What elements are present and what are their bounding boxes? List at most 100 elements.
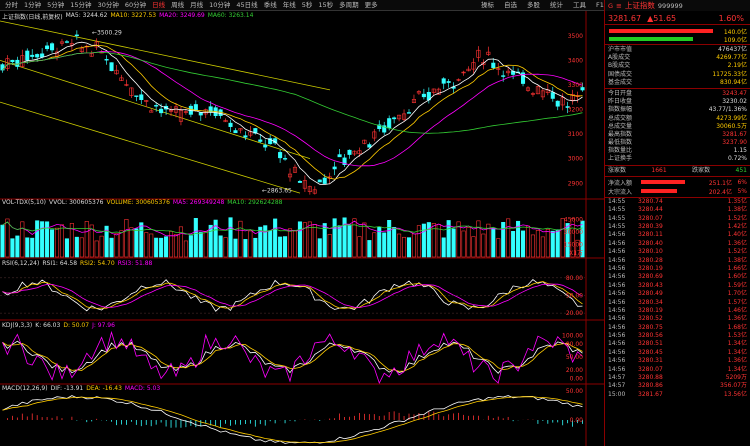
flow-label: 大宗流入 [608,188,633,196]
period-tab[interactable]: 10分钟 [209,1,231,9]
volume-bar [183,240,188,258]
candle-body [560,97,565,106]
volume-bar [263,225,268,258]
stat-label: 指数量比 [608,147,633,155]
tick-row[interactable]: 14:56 3280.07 1.34亿 [605,366,750,374]
candle-body [307,186,312,192]
period-tab[interactable]: 季线 [263,1,277,9]
tick-row[interactable]: 14:57 3280.86 356.07万 [605,382,750,390]
tick-row[interactable]: 14:56 3280.45 1.34亿 [605,349,750,357]
candle-body [89,53,94,57]
up-count-label: 涨家数 [608,166,627,174]
period-tab[interactable]: 日线 [152,1,166,9]
tick-time: 14:56 [608,340,626,348]
period-tab[interactable]: 5秒 [301,1,313,9]
period-tab[interactable]: 多周期 [339,1,359,9]
volume-bar [382,232,387,258]
tick-row[interactable]: 14:55 3280.74 1.35亿 [605,198,750,206]
candle-body [25,50,30,61]
breadth-row: 涨家数 1661 跌家数 451 [605,166,750,177]
candle-body [283,158,288,160]
period-tab[interactable]: 分时 [5,1,18,9]
volume-bar [50,229,55,258]
period-tab[interactable]: 5分钟 [47,1,65,9]
tick-row[interactable]: 14:56 3280.69 1.60亿 [605,273,750,281]
tick-row[interactable]: 14:56 3280.10 1.52亿 [605,248,750,256]
ma20-line [2,50,583,167]
tool-item[interactable]: 工具 [573,1,586,9]
tick-row[interactable]: 14:55 3280.44 1.38亿 [605,206,750,214]
macd-legend: MACD(12,26,9) DIF: -13.91 DEA: -16.43 MA… [2,385,160,392]
tick-row[interactable]: 15:00 3281.67 13.56亿 [605,391,750,399]
rsi-axis-label: 20.00 [566,310,583,317]
candle-body [402,113,407,120]
volume-bar [446,220,451,258]
candle-body [456,79,461,81]
tick-row[interactable]: 14:56 3280.75 1.68亿 [605,324,750,332]
chart-area[interactable]: ←3500.29 ←2863.65 3500 3400 3300 3200 3100 3000… [0,11,604,446]
quote-side-panel: G ≡ 上证指数 999999 3281.67 ▲51.65 1.60% 140… [604,0,750,446]
volume-bar [25,237,30,258]
tick-row[interactable]: 14:56 3280.49 1.70亿 [605,290,750,298]
candle-body [471,62,476,70]
period-tab[interactable]: 45日线 [236,1,258,9]
candle-body [446,81,451,83]
tick-row[interactable]: 14:56 3280.34 1.57亿 [605,299,750,307]
fund-flows: 净流入额 251.1亿 6% 大宗流入 202.4亿 5% [605,177,750,198]
tick-row[interactable]: 14:56 3280.19 1.46亿 [605,307,750,315]
tick-row[interactable]: 14:57 3280.88 5209万 [605,374,750,382]
tick-row[interactable]: 14:56 3280.43 1.59亿 [605,282,750,290]
volume-bar [213,219,218,258]
stat-value: 11725.33亿 [712,70,747,78]
tool-item[interactable]: 多股 [527,1,540,9]
strength-bars: 140.0亿 109.0亿 [605,25,750,45]
candle-body [317,179,322,183]
period-tab[interactable]: 15分钟 [70,1,92,9]
tick-row[interactable]: 14:55 3280.07 1.52亿 [605,215,750,223]
period-tab[interactable]: 60分钟 [124,1,147,9]
tick-list[interactable]: 14:55 3280.74 1.35亿 14:55 3280.44 1.38亿 14:55 3… [605,198,750,399]
candle-body [5,58,10,69]
period-tab[interactable]: 周线 [171,1,185,9]
period-tab[interactable]: 15秒 [318,1,334,9]
candle-body [491,62,496,68]
tick-price: 3280.51 [638,340,663,348]
period-tab[interactable]: 更多 [364,1,378,9]
volume-bar [322,223,327,258]
tick-row[interactable]: 14:56 3280.51 1.34亿 [605,340,750,348]
tick-row[interactable]: 14:56 3280.52 1.36亿 [605,315,750,323]
volume-bar [45,221,50,258]
period-tab[interactable]: 30分钟 [97,1,119,9]
tool-item[interactable]: 自选 [504,1,517,9]
ma5-line [2,41,583,185]
candle-body [461,71,466,74]
menu-icon[interactable]: ≡ [616,1,622,10]
tick-row[interactable]: 14:56 3280.11 1.40亿 [605,231,750,239]
volume-bar [198,232,203,258]
tick-row[interactable]: 14:55 3280.39 1.42亿 [605,223,750,231]
kline-chart-svg[interactable]: ←3500.29 ←2863.65 3500 3400 3300 3200 3100 3000… [0,11,604,446]
tick-row[interactable]: 14:56 3280.19 1.66亿 [605,265,750,273]
tick-row[interactable]: 14:56 3280.40 1.36亿 [605,240,750,248]
stat-label: 昨日收盘 [608,98,633,106]
volume-bar [332,218,337,258]
period-tab[interactable]: 月线 [190,1,204,9]
volume-bar [273,218,278,258]
period-tab[interactable]: 年线 [282,1,296,9]
tool-item[interactable]: 操标 [481,1,494,9]
tick-row[interactable]: 14:56 3280.28 1.38亿 [605,257,750,265]
tool-item[interactable]: F10 [596,1,609,9]
candle-body [15,59,20,67]
flow-value: 251.1亿 [708,179,732,187]
candle-body [20,55,25,67]
candle-body [322,177,327,184]
tool-item[interactable]: 统计 [550,1,563,9]
volume-bar [20,221,25,258]
volume-bar [278,236,283,258]
volume-bar [178,226,183,258]
tick-row[interactable]: 14:56 3280.56 1.53亿 [605,332,750,340]
candle-body [64,41,69,43]
period-tab[interactable]: 1分钟 [24,1,42,9]
volume-bar [203,231,208,258]
tick-row[interactable]: 14:56 3280.31 1.36亿 [605,357,750,365]
